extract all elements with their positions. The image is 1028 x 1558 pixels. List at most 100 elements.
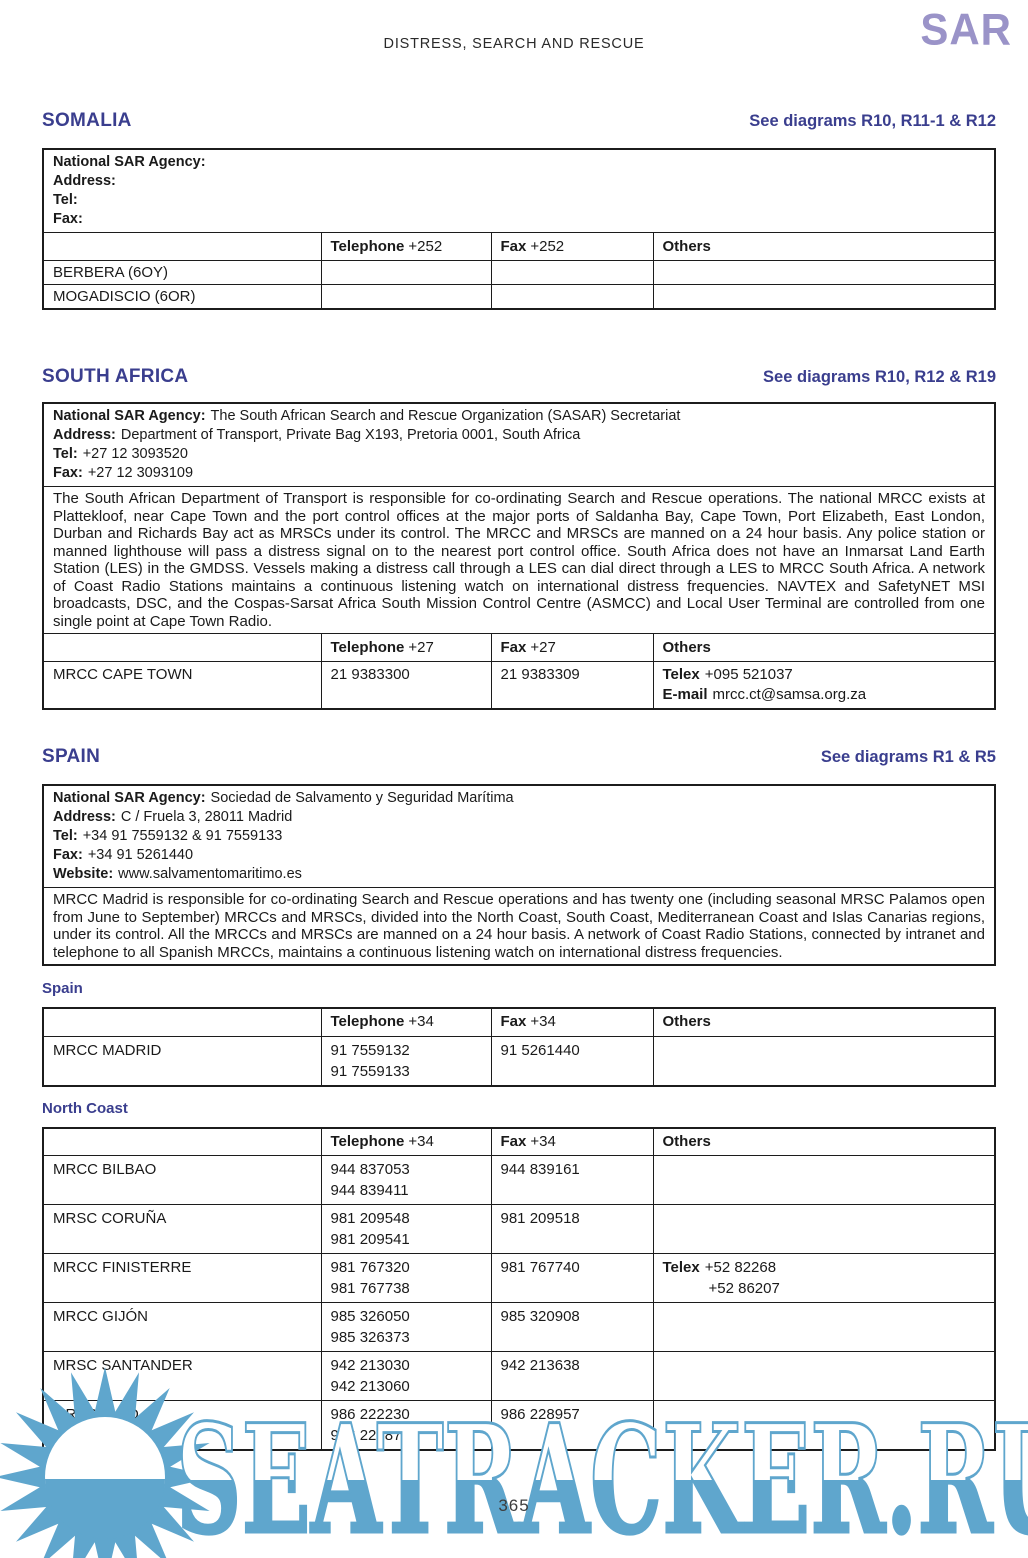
address-label: Address: bbox=[53, 173, 116, 189]
station-telephone: 981 767320 981 767738 bbox=[320, 1253, 492, 1303]
telephone-header: Telephone bbox=[330, 638, 405, 656]
south-africa-table: National SAR Agency: The South African Se… bbox=[42, 402, 996, 710]
table-header-row: Telephone +252 Fax +252 Others bbox=[42, 232, 996, 261]
station-others bbox=[652, 1155, 996, 1205]
table-header-row: Telephone +34 Fax +34 Others bbox=[42, 1127, 996, 1156]
tel-label: Tel: bbox=[53, 192, 78, 208]
fax-header: Fax bbox=[500, 638, 527, 656]
station-others bbox=[652, 1302, 996, 1352]
table-row: BERBERA (6OY) bbox=[42, 260, 996, 285]
others-header: Others bbox=[652, 1007, 996, 1037]
station-fax: 981 767740 bbox=[490, 1253, 654, 1303]
table-row: MRCC CAPE TOWN 21 9383300 21 9383309 Tel… bbox=[42, 661, 996, 710]
station-fax bbox=[490, 260, 654, 285]
station-fax: 981 209518 bbox=[490, 1204, 654, 1254]
fax-label: Fax: bbox=[53, 465, 83, 481]
station-telephone: 21 9383300 bbox=[320, 661, 492, 710]
table-row: National SAR Agency: Sociedad de Salvamen… bbox=[42, 784, 996, 888]
telex-value: +52 82268 bbox=[704, 1259, 777, 1276]
address-value: C / Fruela 3, 28011 Madrid bbox=[120, 809, 293, 825]
fax-header: Fax bbox=[500, 1013, 527, 1031]
fax-value: +34 91 5261440 bbox=[87, 847, 194, 863]
address-value: Department of Transport, Private Bag X19… bbox=[120, 427, 581, 443]
table-row: National SAR Agency: Address: Tel: Fax: bbox=[42, 148, 996, 233]
station-others bbox=[652, 1035, 996, 1086]
telex-value: +095 521037 bbox=[704, 666, 793, 683]
station-name: MRCC BILBAO bbox=[42, 1155, 322, 1205]
station-fax: 21 9383309 bbox=[490, 661, 654, 710]
fax-label: Fax: bbox=[53, 211, 83, 227]
table-row: MRSC CORUÑA 981 209548 981 209541 981 20… bbox=[42, 1204, 996, 1254]
telex-label: Telex bbox=[662, 1259, 700, 1276]
station-name: MRCC GIJÓN bbox=[42, 1302, 322, 1352]
telephone-header: Telephone bbox=[330, 1132, 405, 1150]
agency-label: National SAR Agency: bbox=[53, 790, 206, 806]
station-others bbox=[652, 1204, 996, 1254]
station-fax: 944 839161 bbox=[490, 1155, 654, 1205]
fax-label: Fax: bbox=[53, 847, 83, 863]
country-description: MRCC Madrid is responsible for co-ordina… bbox=[42, 887, 996, 966]
station-fax: 942 213638 bbox=[490, 1351, 654, 1401]
fax-code: +34 bbox=[530, 1132, 556, 1150]
website-label: Website: bbox=[53, 866, 114, 882]
table-row: MRCC GIJÓN 985 326050 985 326373 985 320… bbox=[42, 1302, 996, 1352]
tel-value: +34 91 7559132 & 91 7559133 bbox=[82, 828, 283, 844]
station-others: Telex +095 521037 E-mail mrcc.ct@samsa.org… bbox=[652, 661, 996, 710]
station-fax: 985 320908 bbox=[490, 1302, 654, 1352]
station-others bbox=[652, 260, 996, 285]
agency-value: Sociedad de Salvamento y Seguridad Marít… bbox=[210, 790, 514, 806]
diagrams-ref-spain: See diagrams R1 & R5 bbox=[820, 748, 996, 766]
station-telephone: 985 326050 985 326373 bbox=[320, 1302, 492, 1352]
station-name: MRSC VIGO bbox=[42, 1400, 322, 1451]
fax-value: +27 12 3093109 bbox=[87, 465, 194, 481]
somalia-table: National SAR Agency: Address: Tel: Fax: … bbox=[42, 148, 996, 310]
subsection-heading-spain: Spain bbox=[42, 980, 83, 997]
tel-label: Tel: bbox=[53, 828, 78, 844]
section-header-spain: SPAIN See diagrams R1 & R5 bbox=[42, 746, 996, 768]
page-number: 365 bbox=[498, 1496, 530, 1515]
station-fax: 91 5261440 bbox=[490, 1035, 654, 1086]
page-title: DISTRESS, SEARCH AND RESCUE bbox=[383, 36, 645, 52]
station-name: MRCC MADRID bbox=[42, 1035, 322, 1086]
table-row: MRSC SANTANDER 942 213030 942 213060 942… bbox=[42, 1351, 996, 1401]
station-name: MRSC SANTANDER bbox=[42, 1351, 322, 1401]
table-row: National SAR Agency: The South African Se… bbox=[42, 402, 996, 487]
spain-agency-table: National SAR Agency: Sociedad de Salvamen… bbox=[42, 784, 996, 966]
table-row: The South African Department of Transpor… bbox=[42, 486, 996, 634]
station-fax bbox=[490, 284, 654, 310]
table-row: MRCC BILBAO 944 837053 944 839411 944 83… bbox=[42, 1155, 996, 1205]
station-others: Telex +52 82268 +52 86207 bbox=[652, 1253, 996, 1303]
country-heading-spain: SPAIN bbox=[42, 746, 101, 767]
table-row: MRCC Madrid is responsible for co-ordina… bbox=[42, 887, 996, 966]
fax-code: +34 bbox=[530, 1013, 556, 1031]
others-header: Others bbox=[652, 633, 996, 662]
table-row: MRCC MADRID 91 7559132 91 7559133 91 526… bbox=[42, 1035, 996, 1086]
agency-value: The South African Search and Rescue Orga… bbox=[210, 408, 681, 424]
station-name: MRCC FINISTERRE bbox=[42, 1253, 322, 1303]
station-name: MRSC CORUÑA bbox=[42, 1204, 322, 1254]
telex-value: +52 86207 bbox=[708, 1280, 780, 1297]
table-header-row: Telephone +34 Fax +34 Others bbox=[42, 1007, 996, 1037]
fax-code: +252 bbox=[530, 237, 565, 255]
station-name: MOGADISCIO (6OR) bbox=[42, 284, 322, 310]
station-telephone bbox=[320, 260, 492, 285]
station-telephone: 981 209548 981 209541 bbox=[320, 1204, 492, 1254]
station-telephone bbox=[320, 284, 492, 310]
sar-logo: SAR bbox=[920, 4, 1012, 55]
country-heading-somalia: SOMALIA bbox=[42, 110, 132, 131]
subsection-heading-north-coast: North Coast bbox=[42, 1099, 128, 1117]
table-row: MRSC VIGO 986 222230 986 228874 986 2289… bbox=[42, 1400, 996, 1451]
diagrams-ref-south-africa: See diagrams R10, R12 & R19 bbox=[763, 368, 996, 386]
station-others bbox=[652, 284, 996, 310]
section-header-south-africa: SOUTH AFRICA See diagrams R10, R12 & R19 bbox=[42, 366, 996, 388]
tel-value: +27 12 3093520 bbox=[82, 446, 188, 462]
telephone-code: +34 bbox=[408, 1132, 434, 1150]
diagrams-ref-somalia: See diagrams R10, R11-1 & R12 bbox=[749, 112, 996, 130]
telephone-code: +27 bbox=[408, 638, 434, 656]
fax-header: Fax bbox=[500, 237, 527, 255]
country-description: The South African Department of Transpor… bbox=[42, 486, 996, 634]
website-value: www.salvamentomaritimo.es bbox=[118, 866, 302, 882]
spain-madrid-table: Telephone +34 Fax +34 Others MRCC MADRID 9… bbox=[42, 1007, 996, 1087]
tel-label: Tel: bbox=[53, 446, 78, 462]
others-header: Others bbox=[652, 1127, 996, 1156]
